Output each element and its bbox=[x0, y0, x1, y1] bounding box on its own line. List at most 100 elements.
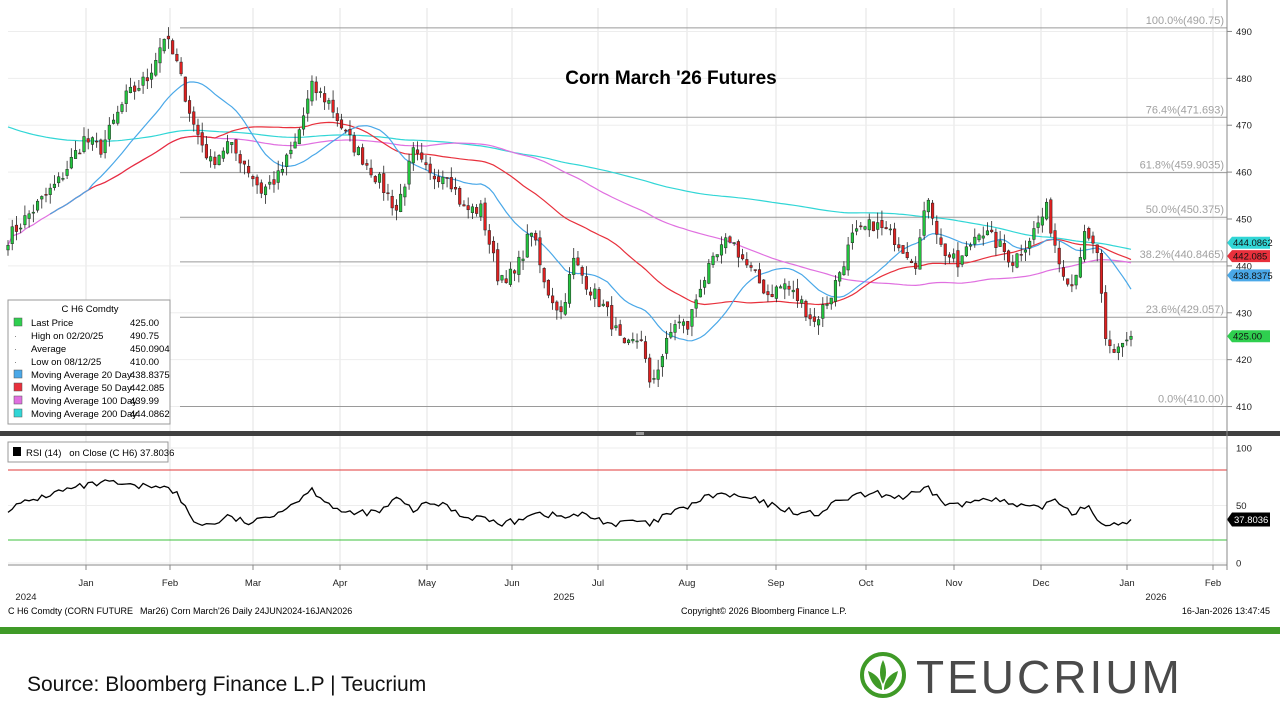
candle-up bbox=[470, 206, 474, 213]
candle-up bbox=[1116, 346, 1120, 353]
candle-down bbox=[610, 305, 614, 330]
candle-down bbox=[213, 156, 217, 165]
ma-50-line bbox=[49, 121, 1132, 306]
footer-mid: Mar26) Corn March'26 Daily 24JUN2024-16J… bbox=[140, 606, 352, 616]
legend-swatch bbox=[13, 395, 23, 405]
candle-up bbox=[985, 230, 990, 236]
price-tick-label: 440 bbox=[1236, 261, 1252, 272]
candle-up bbox=[821, 304, 825, 319]
candle-down bbox=[990, 229, 994, 233]
candle-up bbox=[833, 280, 838, 302]
candle-down bbox=[770, 294, 774, 297]
candle-down bbox=[901, 245, 905, 254]
rsi-axis: 0 50 100 bbox=[1236, 444, 1252, 570]
fib-label: 38.2%(440.8465) bbox=[1140, 249, 1224, 261]
month-label: Feb bbox=[162, 578, 178, 589]
candle-down bbox=[204, 144, 208, 159]
legend-value: 439.99 bbox=[130, 396, 159, 407]
footer-left: C H6 Comdty (CORN FUTURE bbox=[8, 606, 133, 616]
candle-down bbox=[373, 176, 377, 183]
legend-value: 442.085 bbox=[130, 383, 164, 394]
candle-up bbox=[964, 246, 968, 257]
candle-up bbox=[27, 213, 31, 219]
candle-down bbox=[538, 237, 542, 266]
candle-up bbox=[1023, 249, 1028, 253]
price-tag-shape bbox=[1227, 269, 1270, 282]
candle-up bbox=[19, 227, 23, 230]
candle-down bbox=[749, 265, 753, 268]
rsi-tick-label: 100 bbox=[1236, 444, 1252, 455]
candle-down bbox=[462, 204, 466, 207]
panel-divider-grip[interactable] bbox=[636, 432, 644, 435]
month-label: Mar bbox=[245, 578, 261, 589]
candle-up bbox=[154, 60, 158, 76]
legend-value: 425.00 bbox=[130, 318, 159, 329]
candle-down bbox=[437, 176, 441, 183]
candle-down bbox=[1087, 227, 1091, 239]
candle-up bbox=[90, 137, 94, 145]
candle-up bbox=[225, 141, 230, 154]
candle-up bbox=[1121, 342, 1125, 348]
candle-up bbox=[318, 91, 322, 93]
candle-down bbox=[192, 111, 196, 125]
candle-down bbox=[753, 269, 757, 271]
candle-up bbox=[825, 303, 829, 306]
rsi-legend-label: RSI (14) on Close (C H6) 37.8036 bbox=[26, 448, 174, 459]
candle-down bbox=[390, 195, 394, 209]
candle-up bbox=[724, 237, 728, 249]
legend-swatch bbox=[13, 369, 23, 379]
price-tag-shape bbox=[1227, 236, 1270, 249]
fib-label: 0.0%(410.00) bbox=[1158, 394, 1224, 406]
price-tick-label: 490 bbox=[1236, 27, 1252, 38]
candle-up bbox=[23, 215, 27, 226]
candle-down bbox=[893, 228, 897, 245]
candle-down bbox=[542, 268, 546, 283]
candle-down bbox=[766, 291, 770, 296]
candle-up bbox=[703, 280, 707, 288]
candle-up bbox=[850, 232, 854, 244]
candle-up bbox=[399, 193, 403, 212]
price-tag-shape bbox=[1227, 250, 1270, 263]
footer-copyright: Copyright© 2026 Bloomberg Finance L.P. bbox=[681, 606, 847, 616]
vertical-gridlines bbox=[85, 8, 1214, 565]
candle-down bbox=[555, 301, 559, 311]
candle-up bbox=[791, 289, 795, 293]
ma-20-line bbox=[49, 81, 1132, 342]
candle-up bbox=[572, 257, 576, 275]
legend-box bbox=[7, 299, 171, 425]
candle-up bbox=[263, 186, 268, 196]
candle-up bbox=[601, 303, 605, 306]
candle-up bbox=[698, 288, 702, 298]
price-tag-label: 442.085 bbox=[1233, 252, 1267, 263]
candle-up bbox=[1129, 335, 1133, 340]
candle-up bbox=[403, 186, 407, 198]
legend-rows: Last Price 425.00 · High on 02/20/25 490.75 ·… bbox=[13, 317, 170, 420]
candle-up bbox=[280, 168, 284, 173]
candle-down bbox=[580, 267, 584, 276]
candle-up bbox=[221, 150, 225, 159]
legend: C H6 Comdty Last Price 425.00 · High on 02/… bbox=[7, 299, 171, 425]
candle-up bbox=[111, 119, 116, 124]
fib-label: 100.0%(490.75) bbox=[1146, 15, 1224, 27]
candle-up bbox=[525, 233, 529, 258]
candle-up bbox=[977, 234, 981, 241]
candle-down bbox=[1019, 254, 1023, 256]
x-axis: Jan Feb Mar Apr May Jun Jul Aug Sep Oct Nov Dec Jan F… bbox=[15, 565, 1221, 603]
candle-up bbox=[665, 337, 669, 354]
legend-value: 444.0862 bbox=[130, 409, 170, 420]
candle-up bbox=[863, 226, 867, 230]
candle-down bbox=[643, 341, 648, 359]
fib-label: 50.0%(450.375) bbox=[1146, 204, 1224, 216]
candle-up bbox=[521, 258, 525, 261]
candle-down bbox=[251, 176, 255, 180]
legend-header: C H6 Comdty bbox=[61, 304, 118, 315]
candle-down bbox=[369, 167, 373, 176]
candle-up bbox=[673, 324, 677, 333]
chart-title: Corn March '26 Futures bbox=[565, 68, 776, 89]
candle-up bbox=[922, 210, 926, 236]
candle-down bbox=[745, 259, 749, 266]
rsi-legend-swatch bbox=[13, 447, 21, 456]
candle-up bbox=[128, 86, 132, 93]
candle-up bbox=[563, 302, 567, 315]
candle-down bbox=[133, 85, 137, 92]
